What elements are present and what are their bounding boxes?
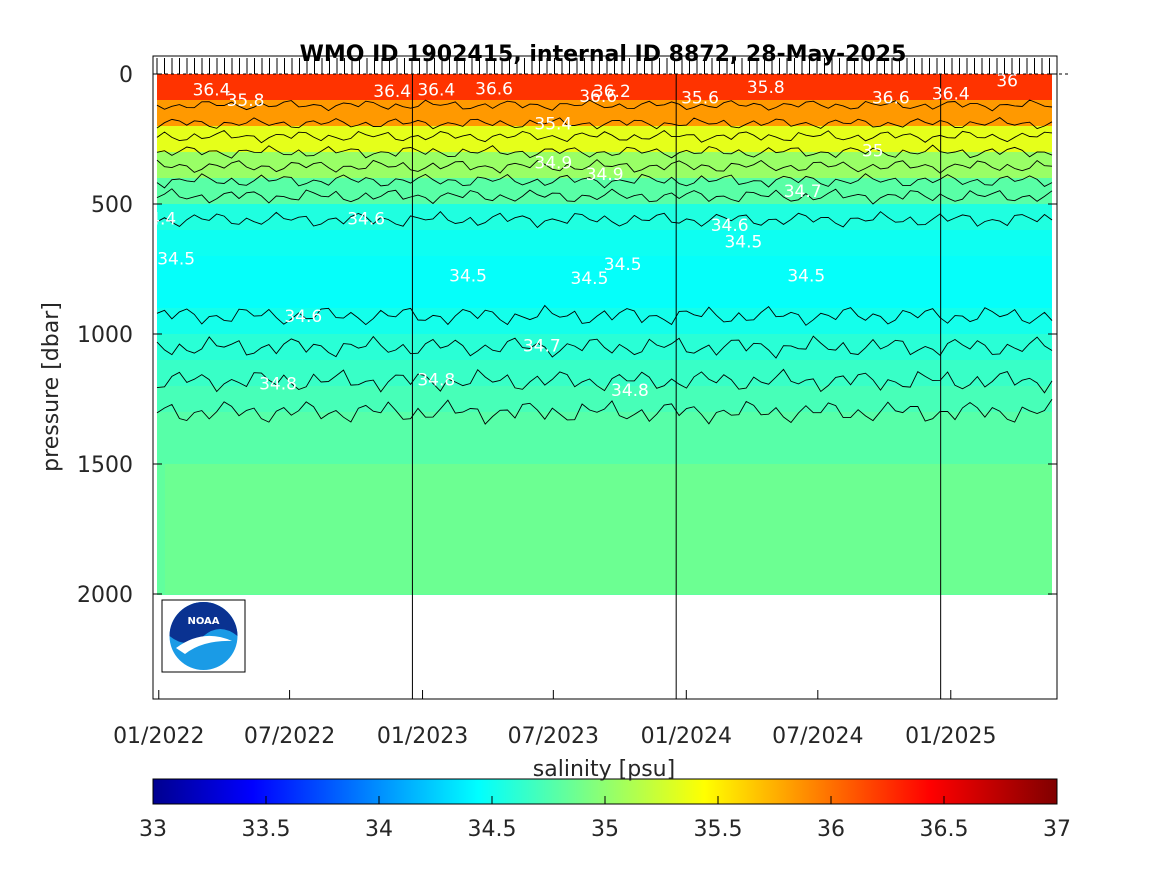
contour-line [156, 99, 1053, 112]
y-tick-label: 1000 [77, 323, 133, 348]
contour-label: 36.4 [373, 82, 411, 102]
salinity-band [157, 282, 1052, 309]
contour-label: 35.8 [227, 91, 265, 111]
contour-line [156, 159, 1053, 174]
contour-label: 35.8 [747, 78, 785, 98]
contour-label: 34.8 [259, 374, 297, 394]
noaa-logo-text: NOAA [187, 616, 219, 627]
contour-label: 34.7 [784, 182, 822, 202]
contour-label: 36.2 [593, 82, 631, 102]
contour-line [156, 144, 1053, 159]
contour-line [156, 211, 1053, 229]
contour-lines [156, 99, 1053, 425]
salinity-band [157, 230, 1052, 257]
contour-label: 36.6 [475, 79, 513, 99]
contour-label: 34.5 [157, 250, 195, 270]
contour-label: 34.6 [347, 209, 385, 229]
contour-label: 36.4 [193, 81, 231, 101]
contour-label: 34.5 [787, 267, 825, 287]
contour-label: 34.6 [711, 216, 749, 236]
salinity-band-deep [165, 464, 1052, 594]
contour-line [156, 117, 1053, 130]
salinity-band [157, 74, 1052, 101]
contour-label: 36.4 [417, 81, 455, 101]
colorbar-tick-label: 35.5 [694, 817, 743, 842]
contour-line [156, 188, 1053, 205]
colorbar-ticks: 33 33.5 34 34.5 35 35.5 36 36.5 37 [139, 796, 1071, 842]
contour-label: 34.6 [284, 307, 322, 327]
contour-line [156, 304, 1053, 326]
y-axis: 0 500 1000 1500 2000 [77, 63, 1057, 608]
colorbar-tick-label: 33.5 [242, 817, 291, 842]
contour-label: 35.6 [681, 88, 719, 108]
x-tick-label: 07/2024 [772, 724, 863, 749]
contour-label: 36.6 [872, 88, 910, 108]
x-tick-label: 01/2022 [113, 724, 204, 749]
contour-label: 35 [862, 142, 884, 162]
colorbar-tick-label: 35 [591, 817, 619, 842]
contour-line [156, 129, 1053, 144]
contour-label: 36.6 [579, 87, 617, 107]
salinity-band [157, 256, 1052, 283]
profile-tick-marks [156, 58, 1050, 74]
colorbar-label: salinity [psu] [533, 757, 675, 782]
contour-line [156, 368, 1053, 394]
contour-line [156, 173, 1053, 189]
year-boundaries [411, 74, 942, 699]
y-tick-label: 2000 [77, 583, 133, 608]
contour-label: 34.5 [604, 255, 642, 275]
noaa-logo: NOAA [161, 599, 246, 673]
contour-label: 34.7 [523, 337, 561, 357]
salinity-band [157, 412, 1052, 465]
salinity-band [157, 126, 1052, 153]
y-axis-label: pressure [dbar] [39, 302, 64, 472]
x-axis: 01/2022 07/2022 01/2023 07/2023 01/2024 07/20… [113, 690, 996, 749]
contour-labels: 36.435.8 36.4 36.4 36.6 36.236.6 35.635.836.6… [138, 72, 1018, 401]
contour-label: 36.4 [932, 85, 970, 105]
y-tick-label: 500 [91, 193, 133, 218]
colorbar-tick-label: 34 [365, 817, 393, 842]
x-tick-label: 07/2023 [508, 724, 599, 749]
x-tick-label: 01/2025 [905, 724, 996, 749]
contour-label: 34.5 [724, 233, 762, 253]
x-tick-label: 07/2022 [244, 724, 335, 749]
y-tick-label: 0 [119, 63, 133, 88]
contour-line [156, 335, 1053, 359]
plot-frame [152, 55, 1058, 700]
colorbar-tick-label: 34.5 [468, 817, 517, 842]
x-tick-label: 01/2024 [641, 724, 732, 749]
salinity-band [157, 360, 1052, 387]
colorbar-tick-label: 37 [1043, 817, 1071, 842]
salinity-band [157, 308, 1052, 335]
colorbar-tick-label: 36 [817, 817, 845, 842]
contour-label: 34.9 [534, 153, 572, 173]
contour-label: 34.8 [417, 371, 455, 391]
x-tick-label: 01/2023 [377, 724, 468, 749]
chart-title: WMO ID 1902415, internal ID 8872, 28-May… [300, 42, 907, 67]
contour-label: 34.5 [449, 267, 487, 287]
contour-label: 34.4 [138, 209, 176, 229]
contour-label: 34.8 [611, 381, 649, 401]
contour-label: 34.9 [586, 165, 624, 185]
contour-label: 36 [996, 72, 1018, 92]
salinity-band [157, 204, 1052, 231]
contour-label: 34.5 [571, 269, 609, 289]
colorbar-tick-label: 33 [139, 817, 167, 842]
contour-line [156, 399, 1053, 425]
y-tick-label: 1500 [77, 453, 133, 478]
colorbar-tick-label: 36.5 [920, 817, 969, 842]
salinity-band [157, 152, 1052, 179]
contour-label: 35.4 [534, 114, 572, 134]
salinity-band [157, 178, 1052, 205]
